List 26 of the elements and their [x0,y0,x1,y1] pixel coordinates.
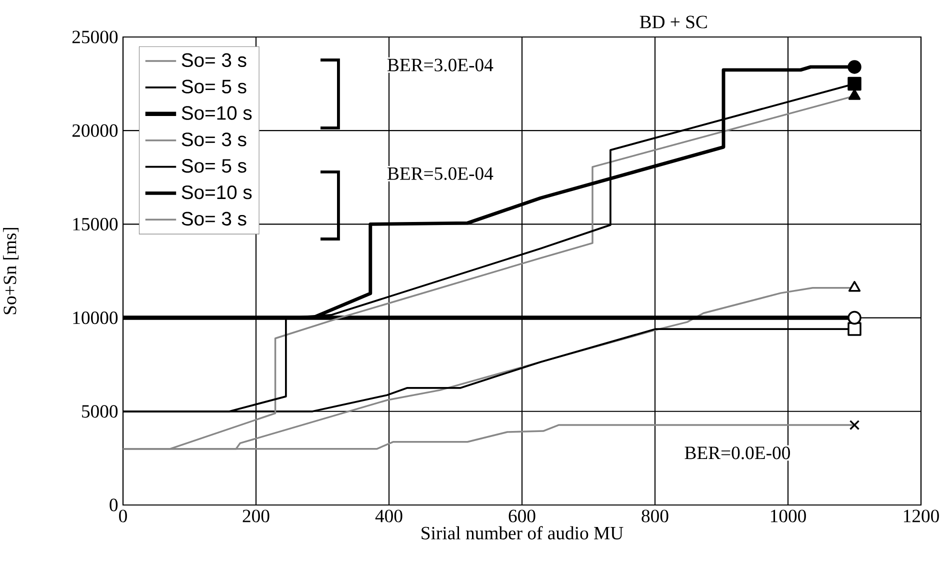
y-tick-label: 10000 [73,311,118,324]
x-tick-label: 800 [642,510,668,522]
chart-title: BD + SC [640,16,707,28]
y-tick-label: 0 [110,498,118,512]
y-tick-label: 5000 [82,405,118,418]
x-tick-label: 1000 [770,510,806,522]
x-tick-label: 600 [508,510,536,522]
y-tick-label: 20000 [72,124,118,137]
legend-label: So= 5 s [182,80,246,94]
y-tick-label: 15000 [73,218,118,230]
annotation: BER=0.0E-00 [684,446,790,460]
annotation: BER=3.0E-04 [388,58,494,72]
legend-label: So= 3 s [182,212,246,226]
y-tick-label: 25000 [72,30,118,44]
x-tick-label: 400 [375,510,402,522]
y-axis-title: So+Sn [ms] [3,228,19,314]
legend-label: So= 5 s [182,159,246,173]
legend-label: So=10 s [182,106,252,120]
x-tick-label: 1200 [904,510,939,522]
legend-label: So= 3 s [182,132,246,146]
x-tick-label: 200 [242,510,270,522]
annotation: BER=5.0E-04 [388,167,494,180]
x-axis-title: Sirial number of audio MU [422,526,624,540]
x-tick-label: 0 [119,510,127,522]
legend-label: So= 3 s [182,53,246,67]
legend-label: So=10 s [182,185,252,200]
